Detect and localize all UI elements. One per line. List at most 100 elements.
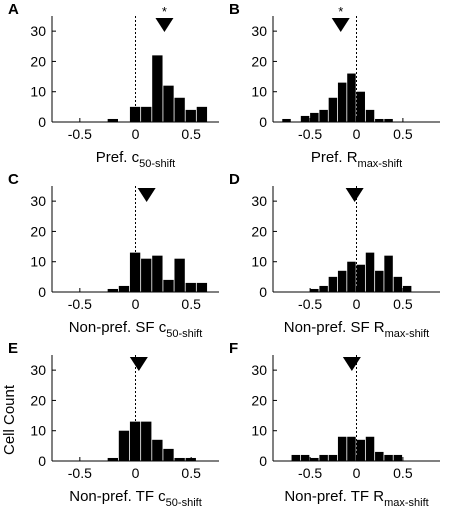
histogram-bar [365,109,375,122]
histogram-bar [300,115,310,122]
histogram-bar [118,430,130,461]
x-tick-label: -0.5 [68,465,92,481]
panel-letter: B [229,1,240,18]
y-tick-label: 30 [251,362,267,378]
histogram-bar [328,97,338,122]
x-axis-label-main: Non-pref. TF c [69,488,166,505]
histogram-bar [337,82,347,122]
y-tick-label: 20 [251,53,267,69]
histogram-bar [107,118,118,122]
y-tick-label: 30 [251,193,267,209]
histogram-bar [174,97,185,122]
panel-a: 0 10 20 30 -0.5 0 0.5 A * Pref. c50-shift [8,1,219,170]
histogram-bar [328,454,338,461]
histogram-bar [356,439,365,461]
histogram-bar [291,454,301,461]
mean-marker [129,357,148,371]
x-tick-label: 0.5 [393,126,413,142]
y-tick-label: 30 [30,23,46,39]
x-tick-label: -0.5 [68,296,92,312]
histogram-bar [365,436,375,461]
mean-marker [155,18,174,32]
x-axis-label-subscript: 50-shift [166,328,202,340]
histogram-bar [174,258,185,292]
significance-star: * [338,4,343,19]
x-tick-label: 0.5 [181,296,201,312]
histogram-bar [129,106,141,122]
x-tick-label: -0.5 [68,126,92,142]
histogram-bar [384,454,393,461]
x-tick-label: 0 [132,126,140,142]
y-tick-label: 20 [30,223,46,239]
histogram-bar [310,457,319,461]
histogram-bar [384,255,393,292]
histogram-bar [375,118,384,122]
y-tick-label: 10 [30,423,46,439]
x-axis-label: Non-pref. SF c50-shift [69,319,203,340]
histogram-bar [319,285,328,292]
x-axis-label-main: Non-pref. TF R [284,488,384,505]
y-tick-label: 10 [30,254,46,270]
histogram-bar [185,109,196,122]
x-axis-label: Pref. Rmax-shift [311,149,402,170]
histogram-bar [310,112,319,122]
x-tick-label: 0 [353,465,361,481]
x-axis-label: Non-pref. TF Rmax-shift [284,488,428,509]
y-tick-label: 20 [251,223,267,239]
x-tick-label: 0.5 [181,465,201,481]
x-axis-label-main: Non-pref. SF c [69,319,167,336]
histogram-bar [129,252,141,292]
histogram-bar [163,85,174,122]
histogram-bar [402,285,412,292]
y-tick-label: 30 [251,23,267,39]
y-tick-label: 0 [38,114,46,130]
histogram-bar [118,285,130,292]
panel-letter: E [8,340,18,357]
x-axis-label-subscript: max-shift [358,158,403,170]
significance-star: * [162,4,167,19]
x-axis-label: Non-pref. TF c50-shift [69,488,202,509]
histogram-bar [328,276,338,292]
y-tick-label: 20 [30,53,46,69]
mean-marker [345,188,364,202]
histogram-bar [152,55,163,123]
panel-e: 0 10 20 30 -0.5 0 0.5 E Non-pref. TF c50-shift [8,340,219,509]
y-tick-label: 20 [30,392,46,408]
panel-d: 0 10 20 30 -0.5 0 0.5 D Non-pref. SF Rmax-shift [229,171,440,340]
histogram-bar [107,457,118,461]
histogram-bar [356,264,365,292]
histogram-bar [300,454,310,461]
x-tick-label: 0 [353,126,361,142]
x-axis-label-subscript: 50-shift [139,158,175,170]
x-tick-label: 0 [132,465,140,481]
panel-f: 0 10 20 30 -0.5 0 0.5 F Non-pref. TF Rmax-shift [229,340,440,509]
x-tick-label: 0.5 [393,296,413,312]
histogram-bar [163,448,174,461]
x-axis-label: Pref. c50-shift [96,149,175,170]
mean-marker [331,18,350,32]
y-tick-label: 0 [259,453,267,469]
panel-letter: D [229,171,240,188]
histogram-bar [347,73,356,122]
x-axis-label-subscript: max-shift [384,497,429,509]
x-axis-label-main: Pref. c [96,149,140,166]
y-tick-label: 10 [251,84,267,100]
histogram-bar [141,421,152,461]
histogram-bar [375,270,384,292]
histogram-bar [163,279,174,292]
histogram-bar [141,106,152,122]
histogram-bar [365,252,375,292]
x-tick-label: 0.5 [393,465,413,481]
x-axis-label-subscript: 50-shift [166,497,202,509]
histogram-bar [375,451,384,461]
y-tick-label: 10 [251,423,267,439]
histogram-bar [129,421,141,461]
histogram-bar [393,276,403,292]
histogram-bar [282,118,291,122]
y-tick-label: 10 [251,254,267,270]
histogram-bar [319,454,328,461]
y-axis-label: Cell Count [1,384,18,455]
histogram-bar [107,288,118,292]
histogram-bar [393,454,403,461]
